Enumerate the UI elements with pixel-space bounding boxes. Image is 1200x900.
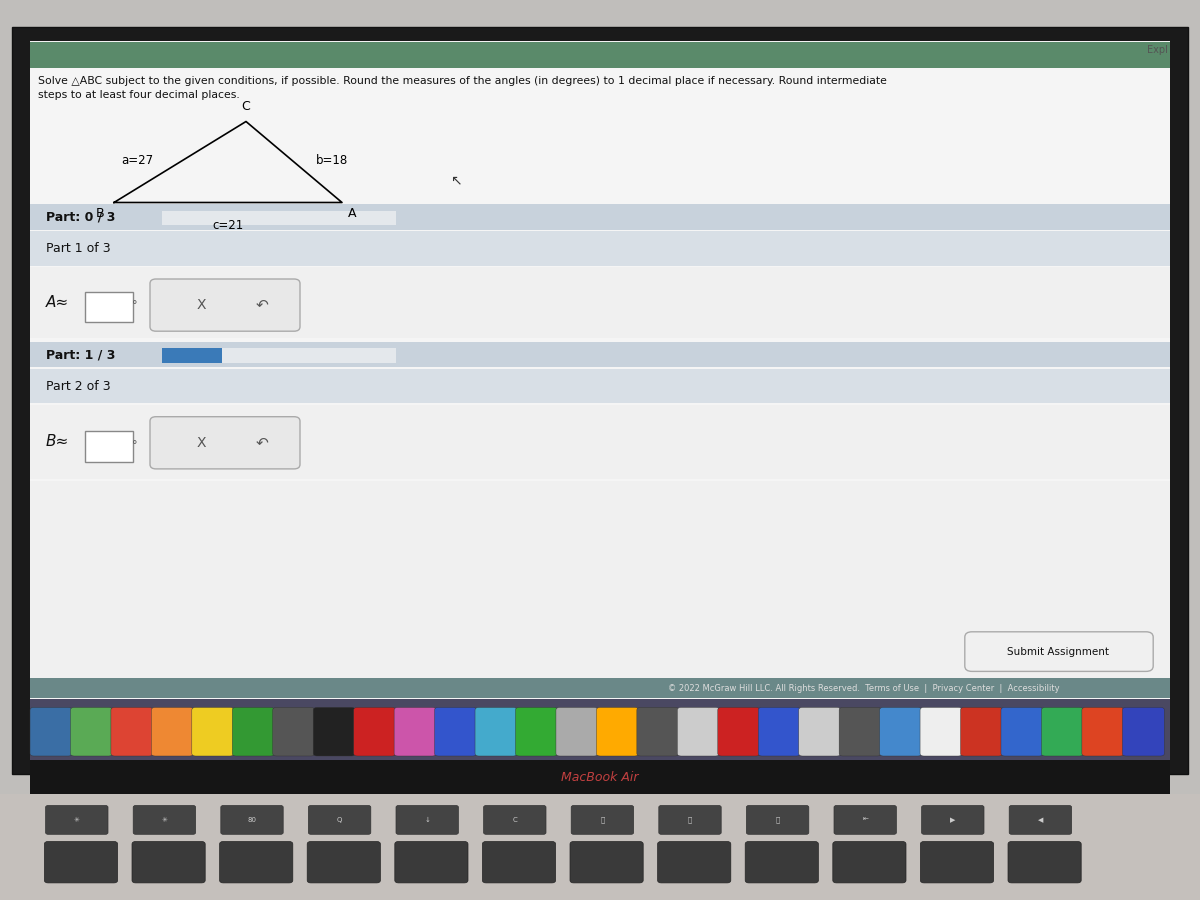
FancyBboxPatch shape <box>395 842 468 883</box>
FancyBboxPatch shape <box>922 806 984 834</box>
FancyBboxPatch shape <box>658 842 731 883</box>
FancyBboxPatch shape <box>110 707 152 756</box>
Text: Q: Q <box>337 817 342 823</box>
FancyBboxPatch shape <box>132 842 205 883</box>
Text: B≈: B≈ <box>46 435 68 449</box>
Text: Expl: Expl <box>1147 45 1168 55</box>
Text: © 2022 McGraw Hill LLC. All Rights Reserved.  Terms of Use  |  Privacy Center  |: © 2022 McGraw Hill LLC. All Rights Reser… <box>668 684 1060 693</box>
FancyBboxPatch shape <box>1042 707 1084 756</box>
FancyBboxPatch shape <box>570 842 643 883</box>
Text: ✳: ✳ <box>162 817 167 823</box>
Bar <box>30 68 1170 760</box>
Text: X: X <box>197 298 206 312</box>
Bar <box>30 40 1170 760</box>
FancyBboxPatch shape <box>484 806 546 834</box>
Bar <box>0 794 1200 900</box>
Text: ▶: ▶ <box>950 817 955 823</box>
Text: Part: 0 / 3: Part: 0 / 3 <box>46 211 115 223</box>
FancyBboxPatch shape <box>1009 806 1072 834</box>
Text: ↓: ↓ <box>425 817 430 823</box>
FancyBboxPatch shape <box>85 431 133 462</box>
Text: ↖: ↖ <box>450 173 462 187</box>
FancyBboxPatch shape <box>475 707 517 756</box>
Text: c=21: c=21 <box>212 219 244 231</box>
Text: Solve △ABC subject to the given conditions, if possible. Round the measures of t: Solve △ABC subject to the given conditio… <box>38 76 887 86</box>
Text: ↶: ↶ <box>256 436 268 450</box>
FancyBboxPatch shape <box>307 842 380 883</box>
Text: ✳: ✳ <box>74 817 79 823</box>
Text: A: A <box>348 207 356 220</box>
Text: Part 1 of 3: Part 1 of 3 <box>46 242 110 255</box>
FancyBboxPatch shape <box>150 417 300 469</box>
FancyBboxPatch shape <box>1122 707 1164 756</box>
Text: b=18: b=18 <box>316 154 348 166</box>
FancyBboxPatch shape <box>516 707 558 756</box>
FancyBboxPatch shape <box>192 707 234 756</box>
Bar <box>30 405 1170 479</box>
FancyBboxPatch shape <box>71 707 113 756</box>
Text: MacBook Air: MacBook Air <box>562 771 638 784</box>
FancyBboxPatch shape <box>313 707 355 756</box>
FancyBboxPatch shape <box>1082 707 1124 756</box>
FancyBboxPatch shape <box>482 842 556 883</box>
Text: B: B <box>96 207 104 220</box>
Bar <box>162 348 222 363</box>
FancyBboxPatch shape <box>758 707 800 756</box>
FancyBboxPatch shape <box>396 806 458 834</box>
FancyBboxPatch shape <box>354 707 396 756</box>
Bar <box>30 481 1170 680</box>
Text: °: ° <box>132 439 138 450</box>
Text: ⏭: ⏭ <box>775 816 780 824</box>
FancyBboxPatch shape <box>746 806 809 834</box>
Text: ⏮: ⏮ <box>600 816 605 824</box>
Bar <box>30 369 1170 403</box>
FancyBboxPatch shape <box>233 707 275 756</box>
FancyBboxPatch shape <box>718 707 760 756</box>
FancyBboxPatch shape <box>133 806 196 834</box>
FancyBboxPatch shape <box>880 707 922 756</box>
Text: Part 2 of 3: Part 2 of 3 <box>46 380 110 392</box>
FancyBboxPatch shape <box>1008 842 1081 883</box>
FancyBboxPatch shape <box>272 707 314 756</box>
FancyBboxPatch shape <box>920 842 994 883</box>
Bar <box>30 699 1170 760</box>
FancyBboxPatch shape <box>30 707 72 756</box>
Bar <box>162 211 396 225</box>
Bar <box>30 678 1170 698</box>
Bar <box>30 204 1170 230</box>
Bar <box>30 231 1170 266</box>
Text: a=27: a=27 <box>121 154 154 166</box>
FancyBboxPatch shape <box>677 707 719 756</box>
FancyBboxPatch shape <box>637 707 679 756</box>
Text: ⇤: ⇤ <box>863 817 868 823</box>
FancyBboxPatch shape <box>46 806 108 834</box>
FancyBboxPatch shape <box>571 806 634 834</box>
Bar <box>162 348 396 363</box>
FancyBboxPatch shape <box>434 707 476 756</box>
FancyBboxPatch shape <box>150 279 300 331</box>
Bar <box>30 267 1170 338</box>
FancyBboxPatch shape <box>965 632 1153 671</box>
Text: °: ° <box>132 300 138 310</box>
FancyBboxPatch shape <box>799 707 841 756</box>
Text: ↶: ↶ <box>256 298 268 312</box>
FancyBboxPatch shape <box>833 842 906 883</box>
Bar <box>30 342 1170 367</box>
Bar <box>30 760 1170 794</box>
Text: Part: 1 / 3: Part: 1 / 3 <box>46 348 115 361</box>
Text: C: C <box>512 817 517 823</box>
FancyBboxPatch shape <box>394 707 436 756</box>
FancyBboxPatch shape <box>44 842 118 883</box>
FancyBboxPatch shape <box>220 842 293 883</box>
Text: C: C <box>241 100 251 112</box>
FancyBboxPatch shape <box>920 707 962 756</box>
FancyBboxPatch shape <box>745 842 818 883</box>
Text: Submit Assignment: Submit Assignment <box>1008 646 1110 657</box>
FancyBboxPatch shape <box>839 707 881 756</box>
Text: ⏯: ⏯ <box>688 816 692 824</box>
FancyBboxPatch shape <box>151 707 193 756</box>
FancyBboxPatch shape <box>556 707 598 756</box>
FancyBboxPatch shape <box>834 806 896 834</box>
Text: A≈: A≈ <box>46 295 68 310</box>
